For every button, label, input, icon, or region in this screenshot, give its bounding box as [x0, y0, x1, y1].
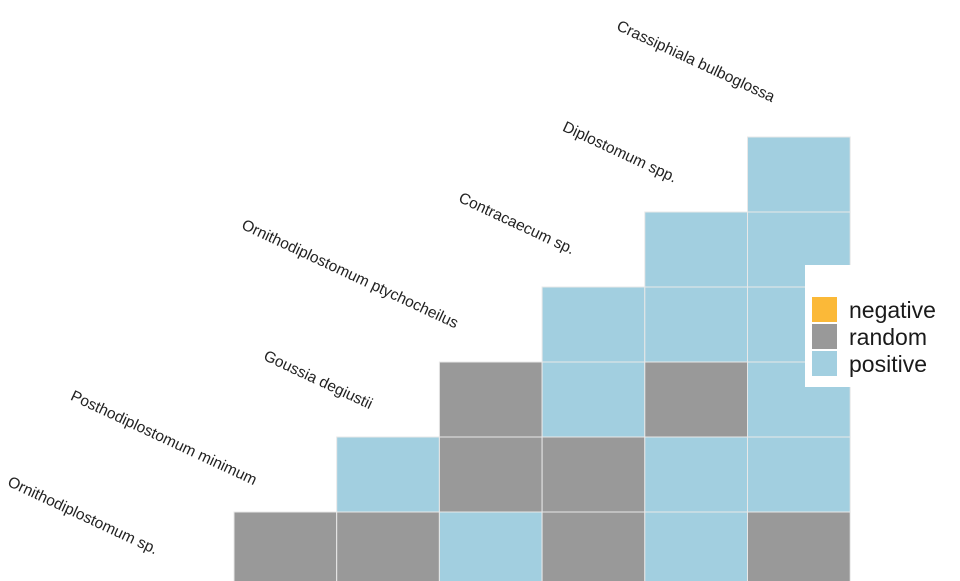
legend-label-negative: negative: [849, 297, 936, 323]
species-label-4: Ornithodiplostomum ptychocheilus: [239, 217, 461, 333]
species-label-5: Contracaecum sp.: [456, 190, 577, 259]
heatmap-cell-r5-c6-positive: [747, 436, 851, 513]
heatmap-cell-r6-c3-positive: [438, 511, 543, 581]
heatmap-cell-r2-c5-positive: [644, 211, 748, 288]
species-label-1: Ornithodiplostomum sp.: [5, 474, 161, 559]
species-label-7: Crassiphiala bulboglossa: [614, 18, 778, 106]
species-label-2: Posthodiplostomum minimum: [68, 388, 259, 489]
legend-swatch-negative: [812, 297, 837, 322]
heatmap-cell-r6-c4-random: [541, 511, 646, 581]
heatmap-cell-r5-c2-positive: [336, 436, 440, 513]
species-label-6: Diplostomum spp.: [560, 119, 680, 187]
heatmap-cell-r5-c5-positive: [644, 436, 748, 513]
heatmap-cell-r4-c3-random: [438, 361, 543, 438]
legend-swatch-random: [812, 324, 837, 349]
heatmap-cell-r5-c4-random: [541, 436, 646, 513]
heatmap-cell-r3-c5-positive: [644, 286, 748, 363]
legend: negative random positive: [805, 265, 960, 387]
heatmap-cell-r6-c1-random: [233, 511, 338, 581]
species-label-3: Goussia degiustii: [261, 348, 375, 413]
heatmap-cells: [233, 136, 851, 581]
heatmap-cell-r3-c4-positive: [541, 286, 646, 363]
legend-label-positive: positive: [849, 351, 927, 377]
heatmap-cell-r4-c4-positive: [541, 361, 646, 438]
heatmap-cell-r6-c5-positive: [644, 511, 748, 581]
heatmap-cell-r6-c6-random: [747, 511, 851, 581]
legend-swatch-positive: [812, 351, 837, 376]
heatmap-cell-r5-c3-random: [438, 436, 543, 513]
heatmap-cell-r1-c6-positive: [747, 136, 851, 213]
heatmap-cell-r4-c5-random: [644, 361, 748, 438]
legend-label-random: random: [849, 324, 927, 350]
heatmap-cell-r6-c2-random: [336, 511, 440, 581]
